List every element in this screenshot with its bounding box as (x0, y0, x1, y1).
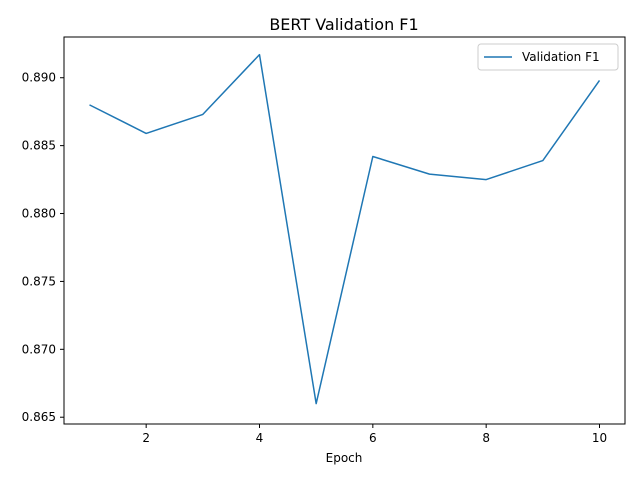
x-tick-label: 8 (482, 431, 490, 445)
y-tick-label: 0.870 (22, 342, 56, 356)
x-axis-label: Epoch (326, 451, 363, 465)
legend-label: Validation F1 (522, 50, 600, 64)
y-tick-label: 0.885 (22, 139, 56, 153)
y-tick-label: 0.890 (22, 71, 56, 85)
chart-title: BERT Validation F1 (269, 15, 418, 34)
x-tick-label: 2 (142, 431, 150, 445)
y-tick-label: 0.880 (22, 207, 56, 221)
x-tick-label: 4 (256, 431, 264, 445)
y-tick-label: 0.875 (22, 274, 56, 288)
x-tick-label: 10 (592, 431, 607, 445)
legend: Validation F1 (478, 44, 618, 70)
x-tick-label: 6 (369, 431, 377, 445)
y-tick-label: 0.865 (22, 410, 56, 424)
